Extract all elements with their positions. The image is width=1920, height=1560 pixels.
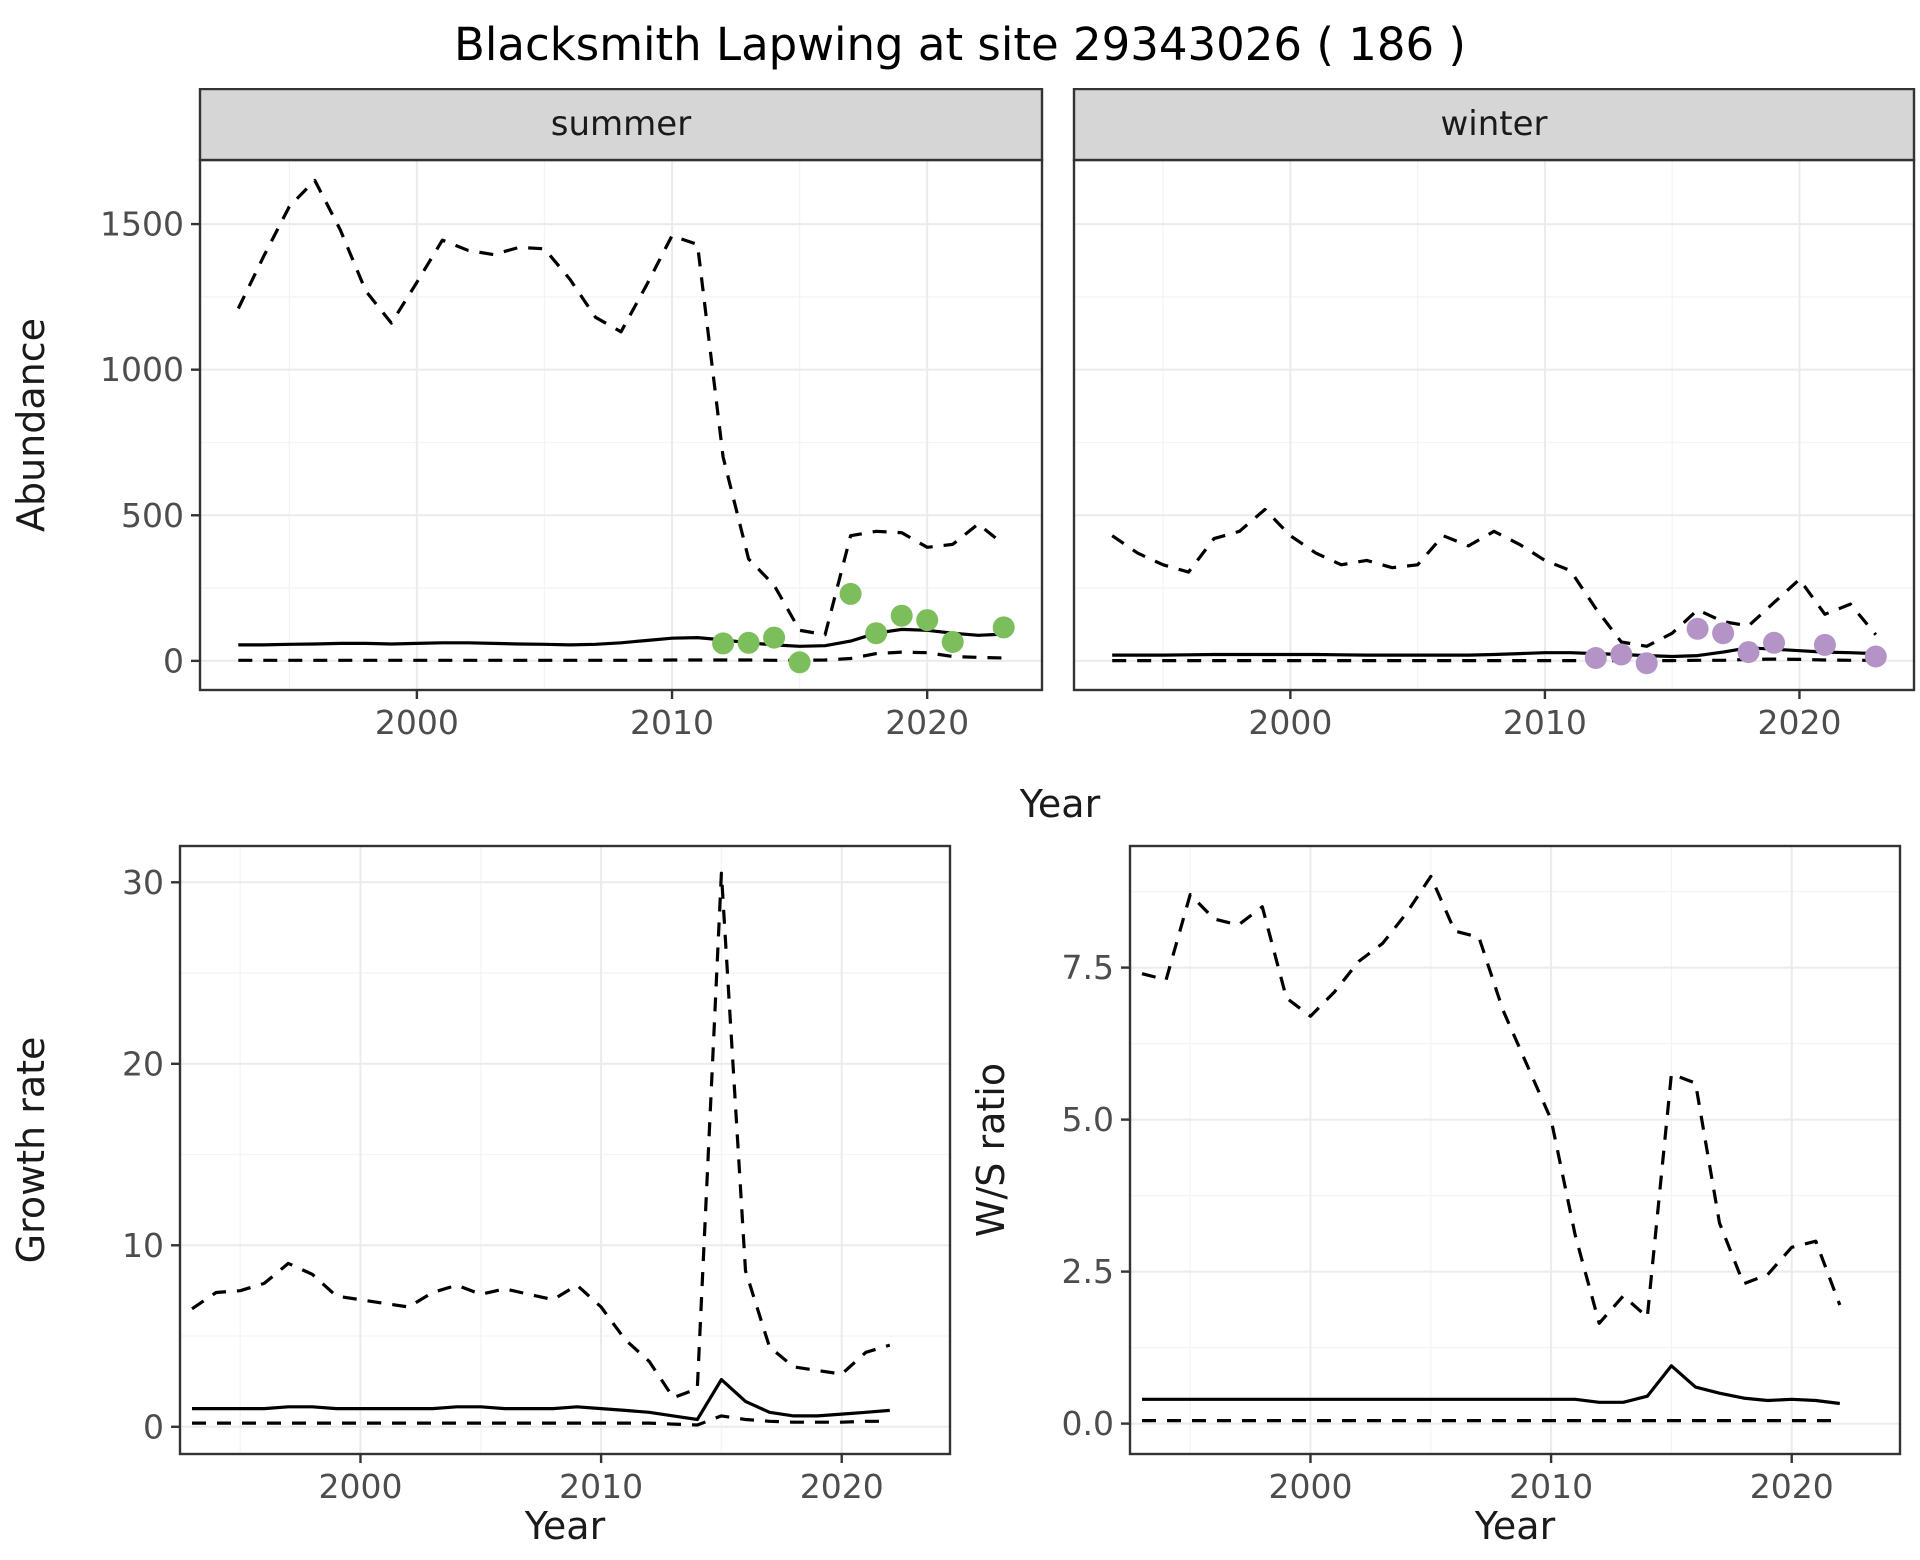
svg-text:2000: 2000 xyxy=(375,703,459,742)
svg-text:1000: 1000 xyxy=(100,350,184,389)
svg-text:2010: 2010 xyxy=(1503,703,1587,742)
svg-text:0.0: 0.0 xyxy=(1062,1404,1114,1443)
svg-text:2020: 2020 xyxy=(885,703,969,742)
bottom-row: 2000 2010 2020 0 10 20 30 Growth rate Year 2000 2… xyxy=(0,840,1920,1555)
svg-text:summer: summer xyxy=(551,104,691,144)
svg-text:20: 20 xyxy=(122,1044,164,1083)
svg-text:1500: 1500 xyxy=(100,205,184,244)
svg-text:winter: winter xyxy=(1440,104,1547,144)
svg-text:Year: Year xyxy=(1474,1504,1556,1548)
svg-text:2000: 2000 xyxy=(1268,1467,1352,1506)
abundance-summer-chart: summer 2000 2010 2020 0 500 1000 1500 Abundance xyxy=(9,88,1044,742)
ws-ratio-chart: 2000 2010 2020 0.0 2.5 5.0 7.5 W/S ratio Year xyxy=(969,844,1902,1548)
svg-text:2020: 2020 xyxy=(800,1467,884,1506)
top-x-axis-label: Year xyxy=(1019,782,1101,826)
svg-text:2000: 2000 xyxy=(318,1467,402,1506)
svg-text:2010: 2010 xyxy=(1509,1467,1593,1506)
abundance-winter-chart: winter 2000 2010 2020 xyxy=(1072,88,1916,742)
svg-text:Abundance: Abundance xyxy=(9,318,53,532)
svg-text:30: 30 xyxy=(122,863,164,902)
svg-text:2020: 2020 xyxy=(1757,703,1841,742)
svg-text:2020: 2020 xyxy=(1750,1467,1834,1506)
svg-text:W/S ratio: W/S ratio xyxy=(969,1063,1013,1237)
svg-text:Year: Year xyxy=(524,1504,606,1548)
svg-text:2010: 2010 xyxy=(630,703,714,742)
svg-text:2000: 2000 xyxy=(1248,703,1332,742)
svg-text:0: 0 xyxy=(163,641,184,680)
svg-text:0: 0 xyxy=(143,1407,164,1446)
svg-text:10: 10 xyxy=(122,1226,164,1265)
chart-title: Blacksmith Lapwing at site 29343026 ( 18… xyxy=(454,17,1466,71)
abundance-row: summer 2000 2010 2020 0 500 1000 1500 Abundance … xyxy=(0,88,1920,768)
svg-text:7.5: 7.5 xyxy=(1062,948,1114,987)
svg-text:2010: 2010 xyxy=(559,1467,643,1506)
svg-text:5.0: 5.0 xyxy=(1062,1100,1114,1139)
svg-text:Growth rate: Growth rate xyxy=(9,1037,53,1264)
svg-text:2.5: 2.5 xyxy=(1062,1252,1114,1291)
growth-rate-chart: 2000 2010 2020 0 10 20 30 Growth rate Year xyxy=(9,844,952,1548)
svg-text:500: 500 xyxy=(121,496,184,535)
